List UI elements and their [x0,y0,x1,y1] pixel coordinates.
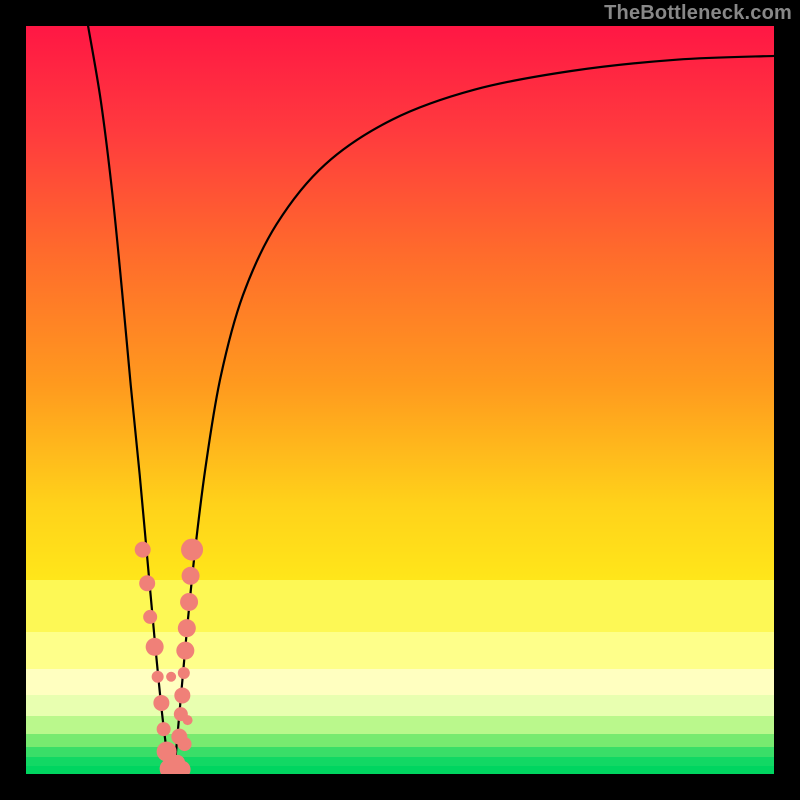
color-band [26,747,774,757]
plot-border-segment [774,0,800,800]
color-band [26,632,774,669]
plot-border-segment [0,0,26,800]
color-band [26,757,774,766]
watermark-text: TheBottleneck.com [604,2,792,25]
color-band [26,716,774,734]
color-band [26,734,774,747]
color-band [26,669,774,694]
color-band [26,766,774,774]
color-band [26,580,774,632]
color-band [26,695,774,716]
plot-border-segment [0,774,800,800]
